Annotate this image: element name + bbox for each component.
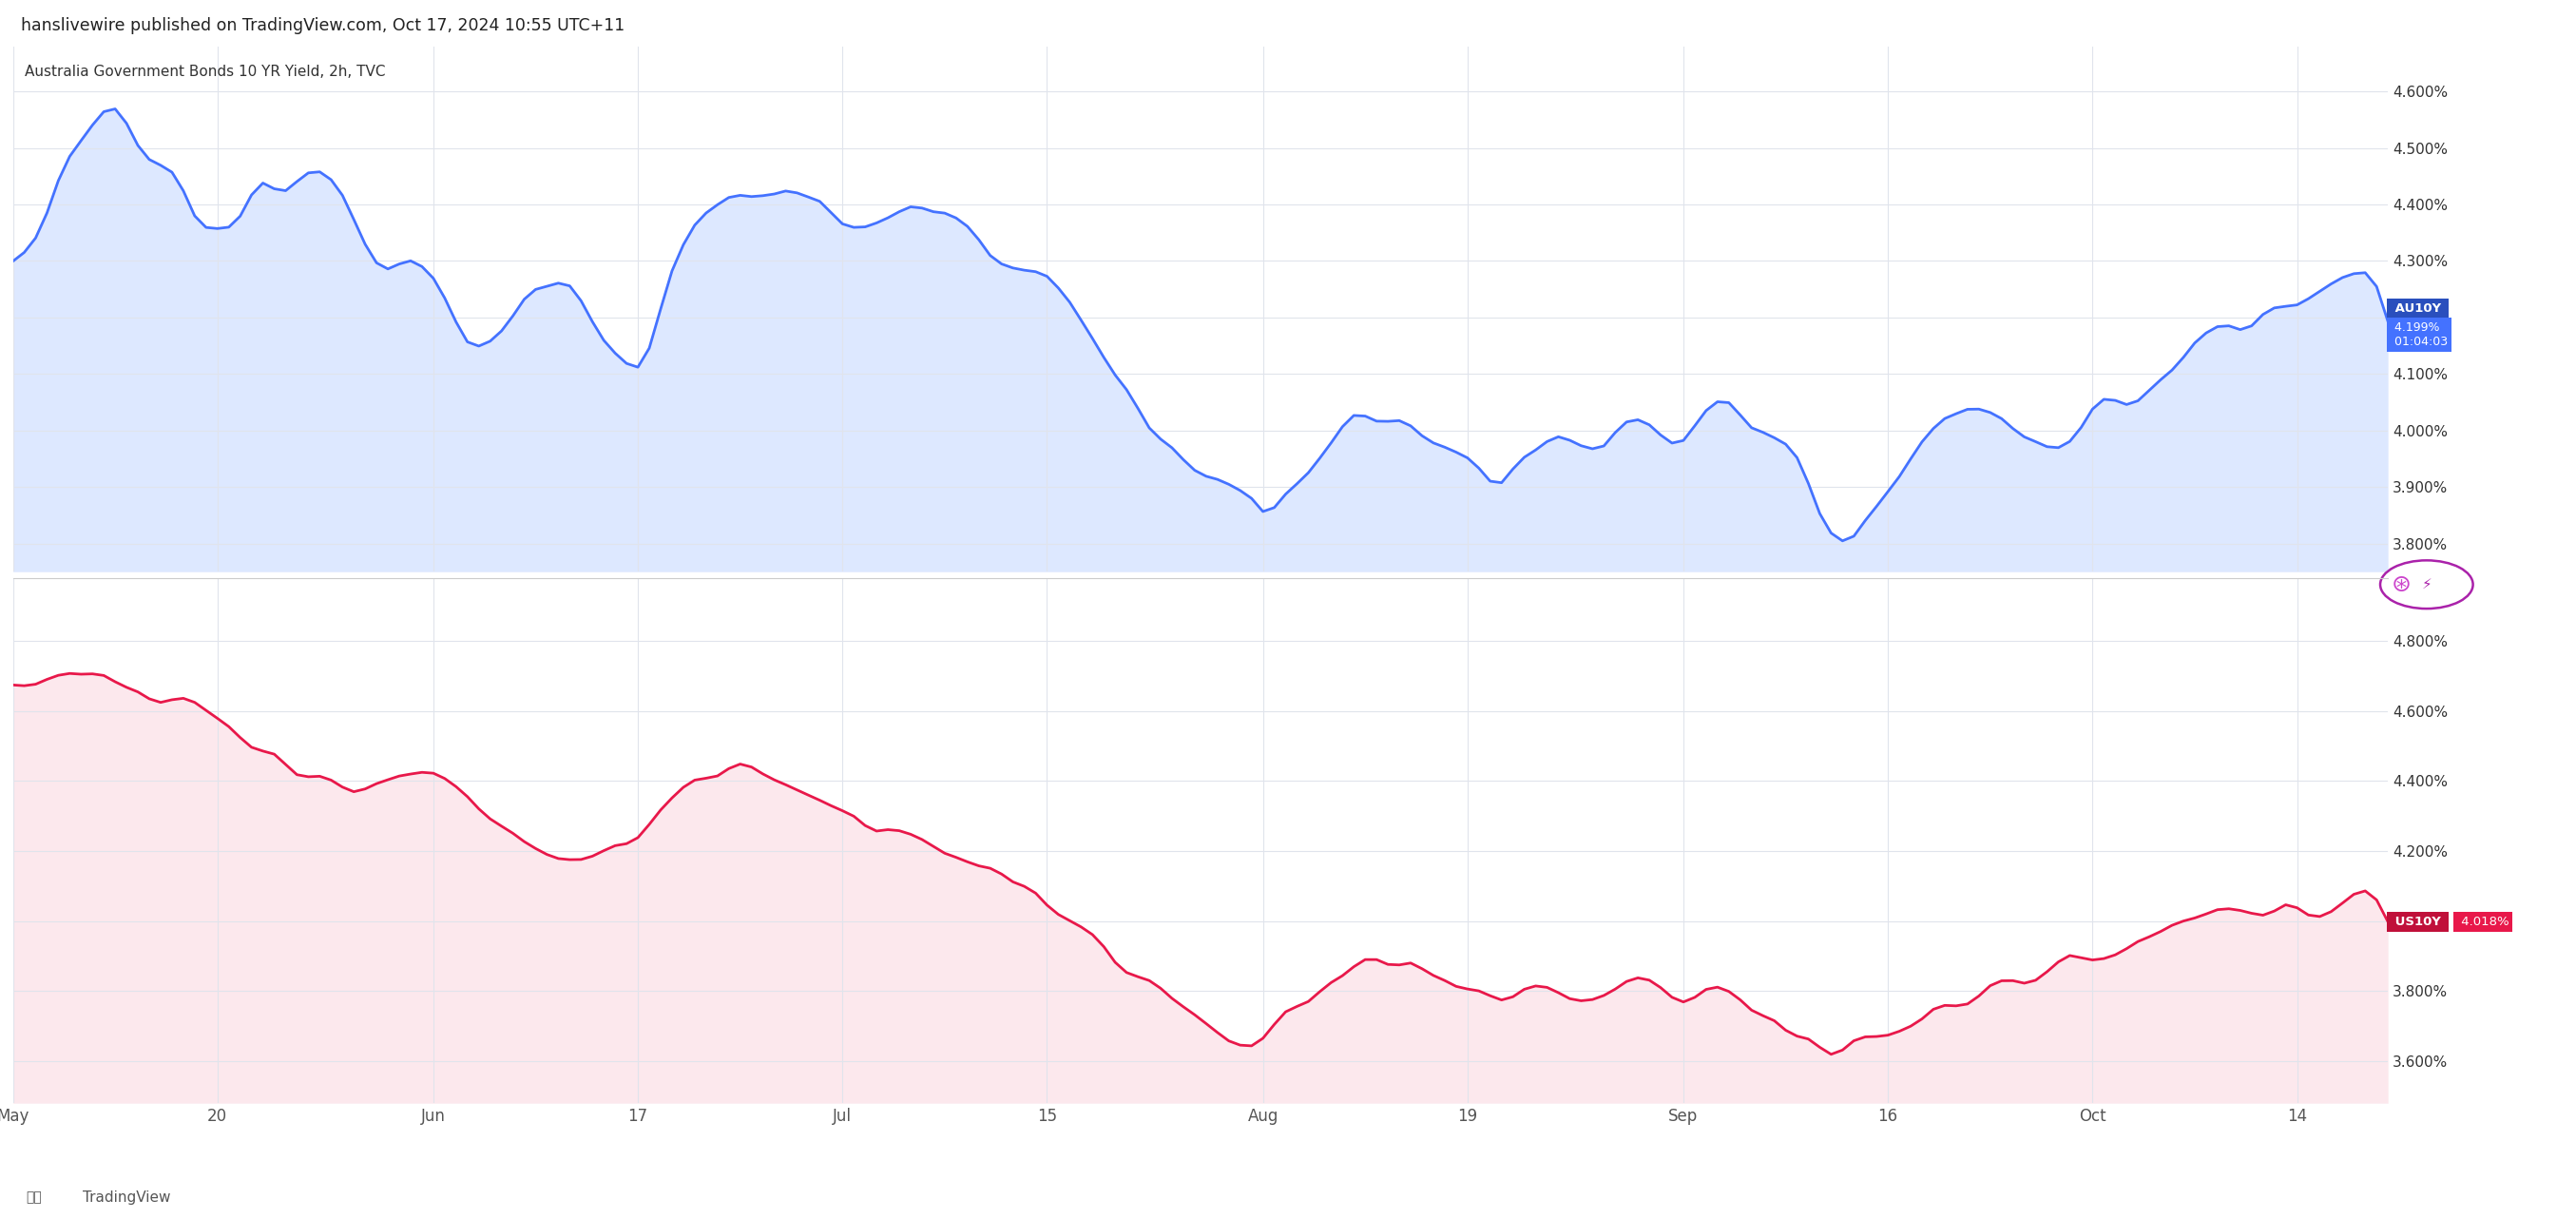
Text: 4.018%: 4.018% — [2458, 915, 2509, 928]
Text: TradingView: TradingView — [82, 1190, 170, 1204]
Text: 4.199%
 01:04:03: 4.199% 01:04:03 — [2391, 322, 2447, 347]
Text: hanslivewire published on TradingView.com, Oct 17, 2024 10:55 UTC+11: hanslivewire published on TradingView.co… — [21, 17, 623, 34]
Text: Australia Government Bonds 10 YR Yield, 2h, TVC: Australia Government Bonds 10 YR Yield, … — [26, 65, 386, 79]
Text: ⚡: ⚡ — [2421, 578, 2432, 591]
Text: AU10Y: AU10Y — [2391, 302, 2445, 315]
Text: ⊛: ⊛ — [2391, 573, 2411, 596]
Text: 🅃🅅: 🅃🅅 — [26, 1191, 41, 1204]
Text: US10Y: US10Y — [2391, 915, 2445, 928]
